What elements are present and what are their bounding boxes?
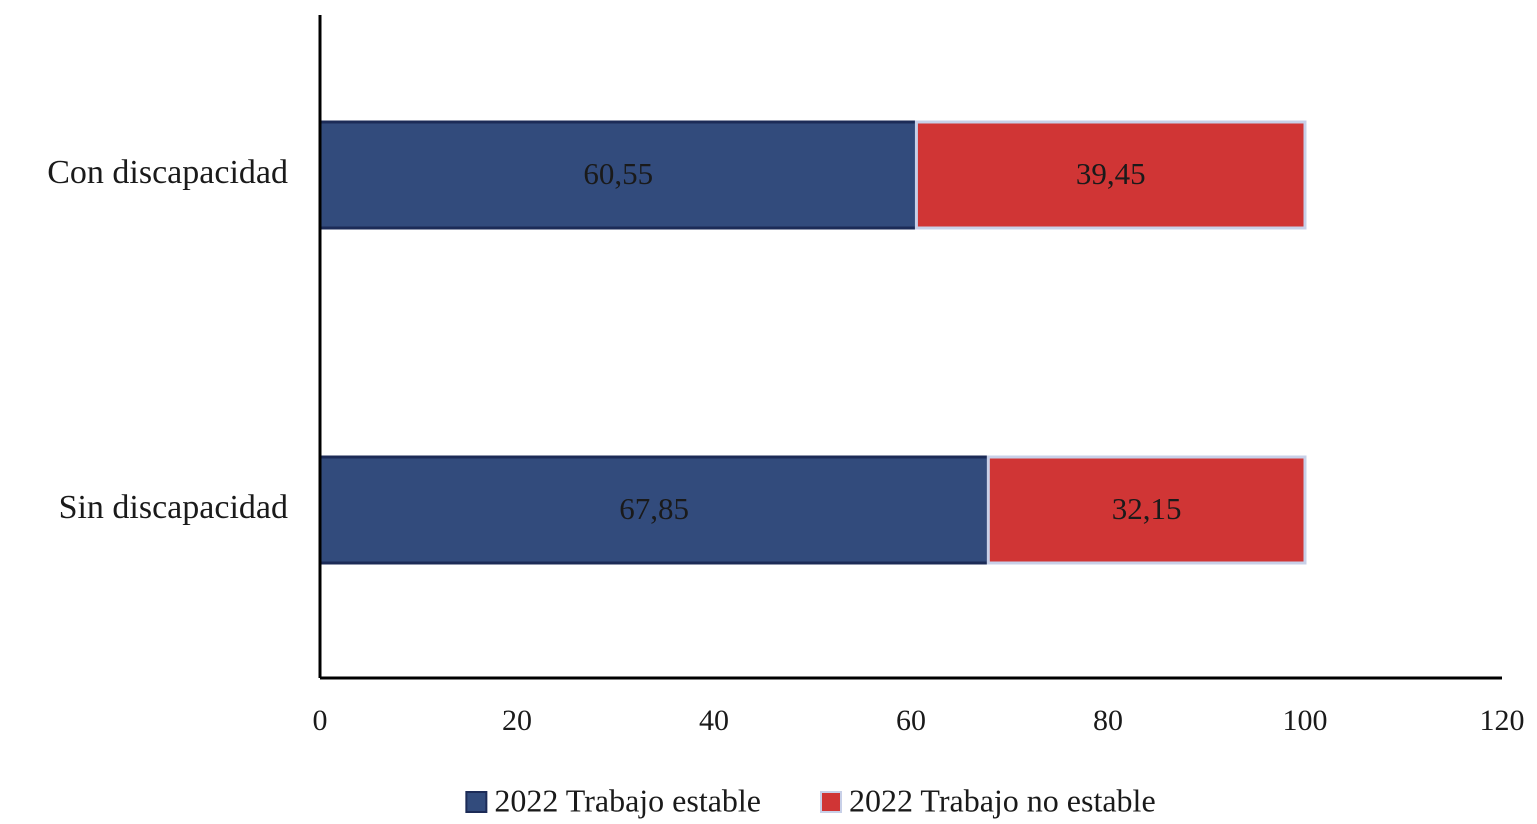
x-tick-label: 100 [1283, 704, 1328, 737]
bar [318, 455, 990, 565]
value-label: 60,55 [583, 156, 653, 191]
legend-swatch [465, 791, 488, 813]
value-label: 39,45 [1076, 156, 1146, 191]
bar [318, 120, 918, 230]
x-tick-label: 20 [502, 704, 532, 737]
bar [914, 120, 1307, 230]
x-tick-label: 40 [699, 704, 729, 737]
value-label: 32,15 [1112, 491, 1182, 526]
legend-label: 2022 Trabajo estable [494, 782, 761, 818]
x-tick-label: 0 [313, 704, 328, 737]
bar [986, 455, 1307, 565]
value-label: 67,85 [619, 491, 689, 526]
y-tick-label: Con discapacidad [47, 154, 288, 191]
legend-swatch [820, 791, 842, 813]
y-tick-label: Sin discapacidad [59, 489, 288, 526]
legend-label: 2022 Trabajo no estable [849, 782, 1156, 818]
x-tick-label: 80 [1093, 704, 1123, 737]
x-tick-label: 60 [896, 704, 926, 737]
x-tick-label: 120 [1480, 704, 1525, 737]
